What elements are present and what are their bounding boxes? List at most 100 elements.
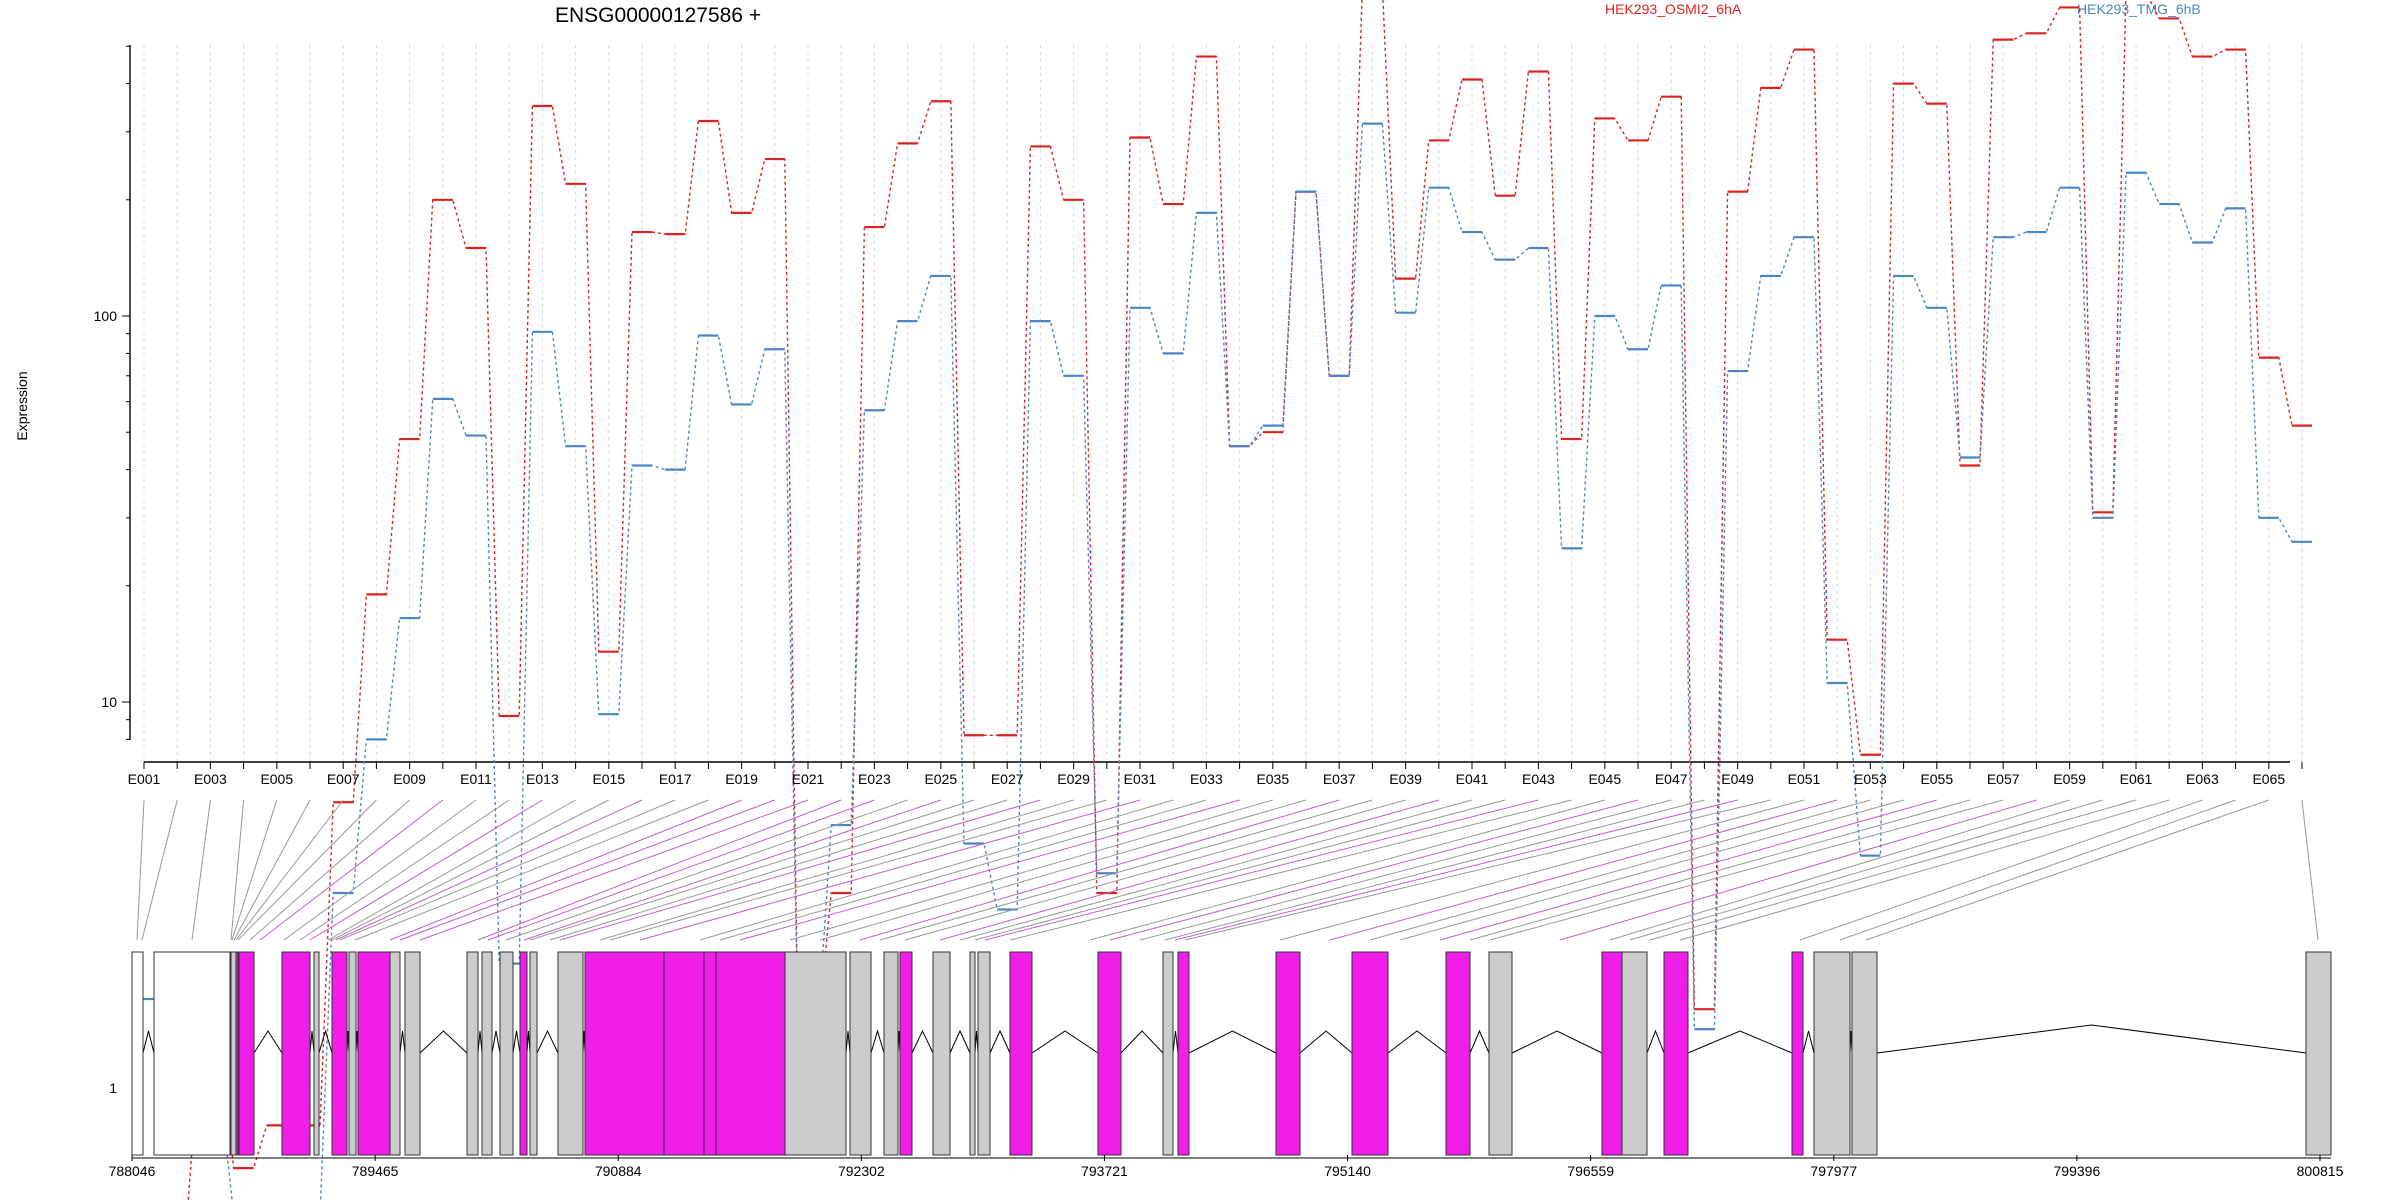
exon-connector-line — [739, 799, 1240, 941]
grid-lines — [143, 45, 2303, 762]
exon-block — [529, 951, 538, 1156]
intron-line — [399, 1030, 406, 1054]
exon-connector-line — [1839, 799, 2236, 941]
exon-connector-line — [1679, 799, 2170, 941]
coordinate-label: 789465 — [352, 1163, 399, 1179]
exon-connector-line — [1629, 799, 2103, 941]
exon-block — [899, 951, 913, 1156]
exon-connector-line — [1865, 799, 2269, 941]
exon-connector-line — [2301, 799, 2319, 941]
exon-connector-line — [523, 799, 941, 941]
exon-block — [1488, 951, 1513, 1156]
exon-block — [404, 951, 421, 1156]
x-tick-label: E047 — [1655, 771, 1688, 787]
intron-line — [1387, 1030, 1447, 1054]
series-lines — [134, 0, 2312, 1200]
coordinate-label: 797977 — [1810, 1163, 1857, 1179]
exon-block — [499, 951, 514, 1156]
legend-entry-osmi2: HEK293_OSMI2_6hA — [1605, 1, 1742, 17]
exon-connector-line — [1559, 799, 2037, 941]
exon-connector-line — [1009, 799, 1572, 941]
intron-line — [845, 1030, 851, 1054]
exon-block — [977, 951, 991, 1156]
x-tick-label: E055 — [1920, 771, 1953, 787]
x-tick-label: E015 — [592, 771, 625, 787]
x-tick-label: E065 — [2252, 771, 2285, 787]
exon-connector-line — [699, 799, 1174, 941]
exon-block — [238, 951, 255, 1156]
exon-tick-labels: E001 E003 E005 E007 E009 E011 E013 E015 E017 E019… — [128, 771, 2286, 787]
x-tick-label: E041 — [1456, 771, 1489, 787]
exon-block — [357, 951, 391, 1156]
intron-line — [536, 1029, 559, 1054]
exon-connector-line — [974, 799, 1506, 941]
intron-line — [949, 1029, 971, 1054]
intron-line — [1299, 1030, 1353, 1054]
exon-connector-line — [599, 799, 1074, 941]
coordinate-label: 795140 — [1324, 1163, 1371, 1179]
exon-connector-line — [609, 799, 1107, 941]
exon-connector-line — [559, 799, 1041, 941]
intron-line — [870, 1029, 885, 1054]
exon-connector-line — [959, 799, 1473, 941]
exon-block — [1791, 951, 1804, 1156]
exon-connector-line — [136, 799, 145, 941]
exon-block — [932, 951, 951, 1156]
coordinate-label: 799396 — [2054, 1163, 2101, 1179]
exon-connector-line — [1174, 799, 1738, 941]
intron-line — [142, 1030, 155, 1054]
exon-connector-line — [230, 799, 245, 941]
exon-connector-line — [419, 799, 809, 941]
exon-block — [1351, 951, 1389, 1156]
x-tick-label: E063 — [2186, 771, 2219, 787]
intron-line — [477, 1030, 483, 1054]
x-tick-label: E051 — [1788, 771, 1821, 787]
series-line — [136, 122, 2312, 1200]
exon-connector-line — [249, 799, 410, 941]
exon-connector-line — [487, 799, 875, 941]
x-tick-label: E009 — [393, 771, 426, 787]
x-tick-label: E059 — [2053, 771, 2086, 787]
exon-block — [153, 951, 231, 1156]
genomic-coordinate-labels: 788046 789465 790884 792302 793721 795140 7965… — [109, 1155, 2344, 1179]
x-tick-label: E021 — [792, 771, 825, 787]
intron-line — [309, 1030, 315, 1054]
exon-connector-line — [549, 799, 1008, 941]
exon-connector-line — [639, 799, 1141, 941]
exon-connector-line — [259, 799, 444, 941]
exon-block — [1275, 951, 1301, 1156]
exon-connector-lines — [136, 799, 2319, 941]
exon-connector-line — [1649, 799, 2137, 941]
exon-connector-line — [1489, 799, 2004, 941]
x-tick-label: E001 — [128, 771, 161, 787]
exon-connector-line — [719, 799, 1207, 941]
intron-line — [1646, 1029, 1665, 1054]
coordinate-label: 793721 — [1081, 1163, 1128, 1179]
intron-line — [1469, 1029, 1490, 1054]
exon-block — [715, 951, 786, 1156]
exon-connector-line — [1164, 799, 1705, 941]
exon-block — [784, 951, 847, 1156]
exon-connector-line — [859, 799, 1340, 941]
exon-block — [281, 951, 311, 1156]
exon-block — [313, 951, 320, 1156]
exon-block — [466, 951, 479, 1156]
coordinate-label: 796559 — [1567, 1163, 1614, 1179]
exon-connector-line — [1279, 799, 1805, 941]
exon-block — [389, 951, 401, 1156]
exon-connector-line — [1799, 799, 2203, 941]
exon-connector-line — [327, 799, 576, 941]
exon-block — [230, 951, 237, 1156]
y-tick-label: 10 — [101, 694, 117, 710]
exon-block — [1851, 951, 1878, 1156]
x-tick-label: E007 — [327, 771, 360, 787]
x-tick-label: E053 — [1854, 771, 1887, 787]
exon-connector-line — [1184, 799, 1771, 941]
intron-line — [491, 1030, 501, 1054]
exon-connector-line — [1469, 799, 1971, 941]
exon-block — [663, 951, 705, 1156]
x-tick-label: E037 — [1323, 771, 1356, 787]
intron-line — [419, 1030, 468, 1054]
exon-connector-line — [1369, 799, 1871, 941]
exon-block — [1621, 951, 1648, 1156]
